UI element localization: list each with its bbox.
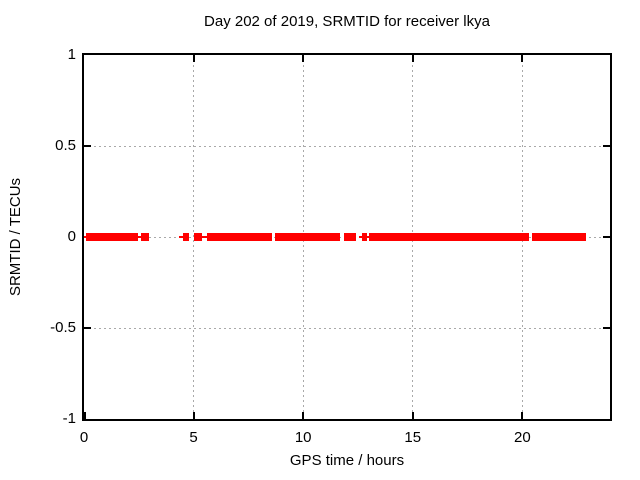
data-segment	[275, 233, 341, 241]
x-tick-bottom	[521, 412, 524, 419]
x-tick-top	[411, 55, 414, 62]
x-tick-top	[192, 55, 195, 62]
y-tick-label: 0	[67, 228, 76, 245]
x-tick-label: 0	[79, 429, 89, 446]
chart-title: Day 202 of 2019, SRMTID for receiver lky…	[204, 13, 490, 30]
y-tick-label: 1	[67, 46, 76, 63]
y-gridline	[84, 327, 610, 329]
data-segment	[206, 233, 273, 241]
data-segment	[532, 233, 586, 241]
y-tick-right	[603, 145, 610, 147]
x-tick-bottom	[302, 412, 305, 419]
data-segment-thin	[137, 236, 141, 238]
data-segment	[343, 233, 356, 241]
plot-area	[84, 55, 610, 419]
y-tick-right	[603, 236, 610, 238]
plot-border	[82, 53, 612, 421]
data-segment	[86, 233, 138, 241]
data-segment-thin	[84, 236, 87, 238]
data-segment	[194, 233, 203, 241]
x-axis-label: GPS time / hours	[289, 452, 405, 469]
data-segment	[140, 233, 149, 241]
x-tick-label: 15	[404, 429, 422, 446]
data-segment	[368, 233, 529, 241]
data-segment-thin	[179, 236, 183, 238]
y-tick-label: -0.5	[50, 319, 76, 336]
x-tick-label: 5	[189, 429, 198, 446]
data-segment	[362, 233, 367, 241]
y-gridline	[84, 145, 610, 147]
y-tick-label: -1	[62, 410, 76, 427]
y-tick-label: 0.5	[55, 137, 76, 154]
data-segment	[182, 233, 189, 241]
x-tick-top	[302, 55, 305, 62]
data-segment-thin	[202, 236, 207, 238]
y-tick-left	[84, 145, 91, 147]
x-tick-bottom	[411, 412, 414, 419]
data-segment-thin	[359, 236, 363, 238]
x-tick-label: 10	[294, 429, 312, 446]
x-tick-bottom	[84, 412, 86, 419]
x-tick-label: 20	[513, 429, 531, 446]
y-tick-left	[84, 327, 91, 329]
x-tick-top	[521, 55, 524, 62]
x-tick-bottom	[192, 412, 195, 419]
y-tick-right	[603, 327, 610, 329]
data-segment-thin	[366, 236, 369, 238]
